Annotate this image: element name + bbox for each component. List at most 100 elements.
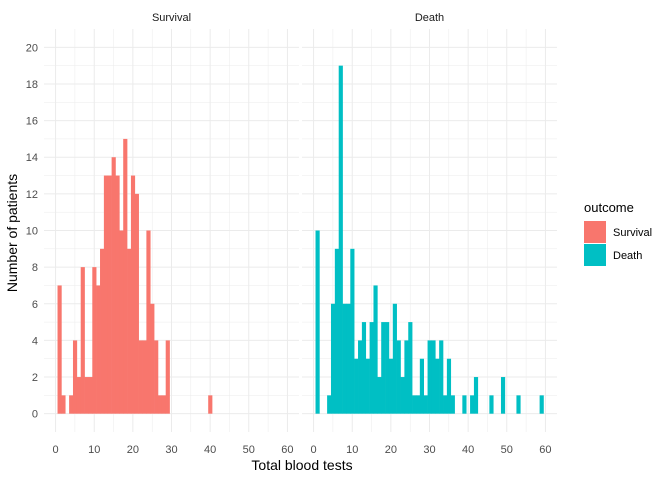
histogram-bar <box>385 322 390 414</box>
histogram-bar <box>150 303 155 414</box>
legend-label-survival: Survival <box>613 227 652 239</box>
legend-label-death: Death <box>613 250 642 262</box>
y-tick-label: 6 <box>32 299 38 311</box>
histogram-bar <box>330 303 336 414</box>
x-tick-label: 60 <box>281 444 293 456</box>
histogram-bar <box>388 358 394 414</box>
x-tick-label: 40 <box>204 444 216 456</box>
histogram-bar <box>365 358 370 414</box>
histogram-bar <box>76 377 82 414</box>
histogram-bar <box>361 322 367 414</box>
histogram-bar <box>100 248 105 414</box>
facet-panel-survival: Survival 0 10 20 30 40 50 60 <box>44 12 299 456</box>
histogram-bar <box>57 285 62 414</box>
histogram-bar <box>80 267 85 414</box>
histogram-bar <box>134 193 139 414</box>
histogram-bar <box>69 395 74 414</box>
x-tick-label: 50 <box>243 444 255 456</box>
y-tick-label: 0 <box>32 409 38 421</box>
histogram-bar <box>392 303 397 414</box>
histogram-bar <box>92 267 97 414</box>
histogram-bars <box>315 65 544 414</box>
x-tick-label: 50 <box>501 444 513 456</box>
histogram-bar <box>88 377 93 414</box>
histogram-bar <box>470 395 475 414</box>
y-tick-label: 10 <box>26 226 38 238</box>
histogram-bar <box>315 230 320 414</box>
histogram-bar <box>369 322 374 414</box>
histogram-bar <box>443 395 448 414</box>
histogram-bar <box>439 340 444 414</box>
y-tick-labels: 0 2 4 6 8 10 12 14 16 18 20 <box>26 42 38 420</box>
histogram-bar <box>427 340 432 414</box>
histogram-bar <box>146 230 151 414</box>
histogram-bar <box>435 358 440 414</box>
x-tick-label: 20 <box>127 444 139 456</box>
histogram-bar <box>154 340 159 414</box>
x-tick-label: 30 <box>165 444 177 456</box>
x-tick-labels: 0 10 20 30 40 50 60 <box>53 444 294 456</box>
histogram-bar <box>489 395 494 414</box>
y-axis-title: Number of patients <box>4 174 20 292</box>
y-tick-label: 16 <box>26 116 38 128</box>
histogram-bar <box>423 395 428 414</box>
y-tick-label: 14 <box>26 152 38 164</box>
x-tick-label: 20 <box>385 444 397 456</box>
x-tick-label: 10 <box>346 444 358 456</box>
x-tick-label: 60 <box>539 444 551 456</box>
histogram-bar <box>161 395 167 414</box>
histogram-bar <box>412 395 417 414</box>
y-tick-label: 12 <box>26 189 38 201</box>
histogram-bar <box>404 340 409 414</box>
x-tick-label: 30 <box>423 444 435 456</box>
histogram-bar <box>358 340 363 414</box>
histogram-bar <box>111 157 116 414</box>
histogram-bar <box>208 395 213 414</box>
histogram-bar <box>72 340 78 414</box>
histogram-bar <box>462 395 467 414</box>
histogram-bar <box>400 377 405 414</box>
histogram-bar <box>419 358 425 414</box>
histogram-bar <box>346 303 351 414</box>
x-axis-title: Total blood tests <box>251 457 352 473</box>
histogram-bar <box>381 322 386 414</box>
histogram-bar <box>127 248 132 414</box>
histogram-bar <box>539 395 544 414</box>
histogram-bar <box>334 248 340 414</box>
histogram-bar <box>373 285 378 414</box>
histogram-bar <box>107 175 112 414</box>
histogram-bar <box>61 395 66 414</box>
facet-panel-death: Death 0 10 20 30 40 50 60 <box>302 12 557 456</box>
y-tick-label: 4 <box>32 335 38 347</box>
y-tick-label: 8 <box>32 262 38 274</box>
histogram-bar <box>157 395 163 414</box>
histogram-bar <box>96 285 101 414</box>
histogram-bar <box>84 377 89 414</box>
histogram-bar <box>350 248 355 414</box>
histogram-bar <box>165 340 170 414</box>
x-tick-label: 40 <box>462 444 474 456</box>
facet-strip-label: Death <box>415 12 444 24</box>
histogram-bar <box>123 138 128 414</box>
histogram-bar <box>450 395 455 414</box>
histogram-bar <box>500 377 506 414</box>
y-tick-label: 2 <box>32 372 38 384</box>
histogram-bar <box>119 230 124 414</box>
x-tick-label: 0 <box>53 444 59 456</box>
y-tick-label: 18 <box>26 79 38 91</box>
x-tick-labels: 0 10 20 30 40 50 60 <box>311 444 552 456</box>
histogram-bar <box>342 303 347 414</box>
histogram-bar <box>103 175 109 414</box>
legend-key-death <box>584 244 606 266</box>
histogram-bar <box>130 175 136 414</box>
histogram-bar <box>431 340 436 414</box>
histogram-bar <box>408 322 413 414</box>
histogram-bar <box>327 395 332 414</box>
y-tick-label: 20 <box>26 42 38 54</box>
histogram-bar <box>338 65 343 414</box>
histogram-bar <box>516 395 521 414</box>
legend-title: outcome <box>584 200 634 215</box>
histogram-bar <box>138 340 143 414</box>
histogram-bar <box>354 358 359 414</box>
